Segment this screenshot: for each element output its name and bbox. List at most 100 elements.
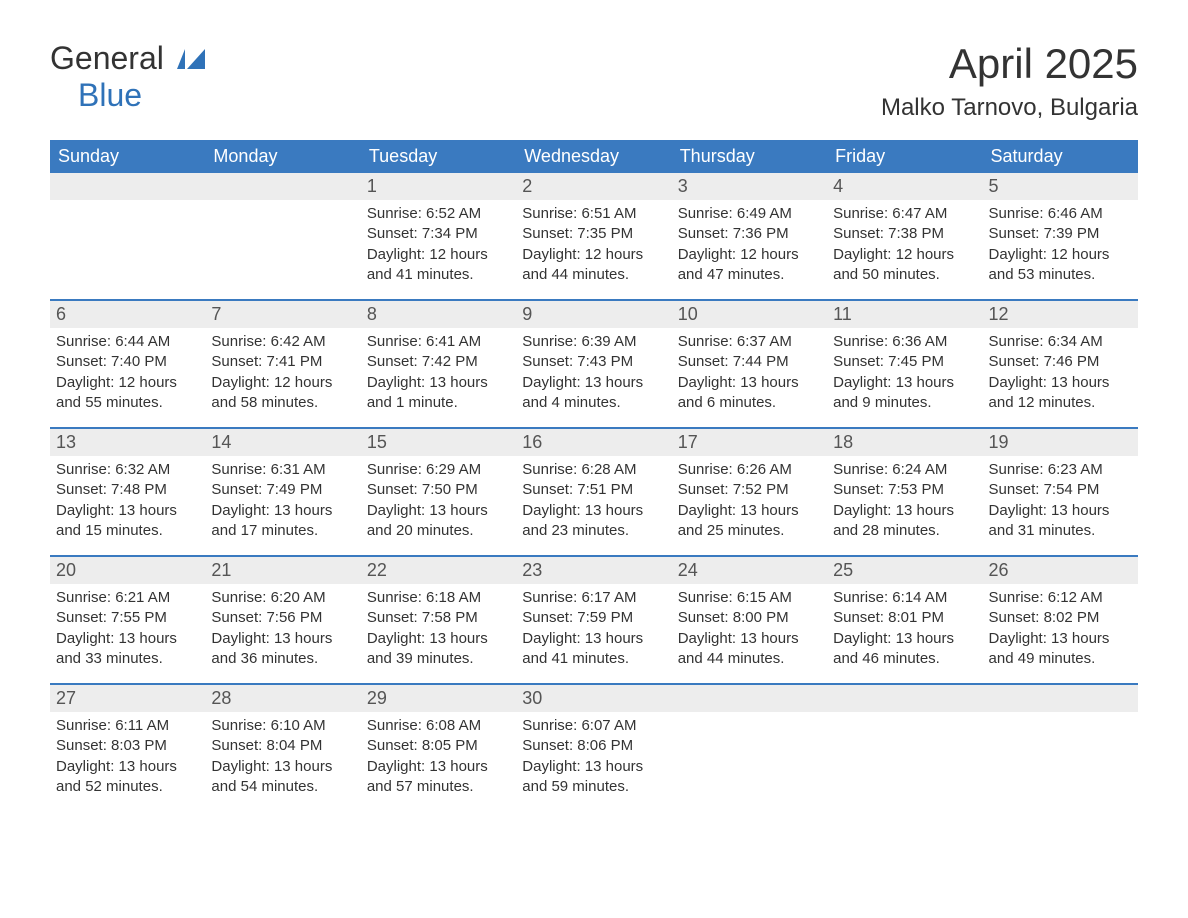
calendar-day: 9Sunrise: 6:39 AMSunset: 7:43 PMDaylight… — [516, 301, 671, 413]
calendar-day — [827, 685, 982, 797]
daylight-text: Daylight: 13 hours and 25 minutes. — [678, 501, 821, 542]
logo: General Blue — [50, 40, 207, 114]
sunset-text: Sunset: 7:52 PM — [678, 480, 821, 500]
weeks-container: 1Sunrise: 6:52 AMSunset: 7:34 PMDaylight… — [50, 173, 1138, 797]
daylight-text: Daylight: 13 hours and 9 minutes. — [833, 373, 976, 414]
day-body: Sunrise: 6:52 AMSunset: 7:34 PMDaylight:… — [361, 200, 516, 285]
sunrise-text: Sunrise: 6:44 AM — [56, 332, 199, 352]
sunset-text: Sunset: 7:55 PM — [56, 608, 199, 628]
sunset-text: Sunset: 7:42 PM — [367, 352, 510, 372]
location-label: Malko Tarnovo, Bulgaria — [881, 94, 1138, 122]
day-body: Sunrise: 6:51 AMSunset: 7:35 PMDaylight:… — [516, 200, 671, 285]
daylight-text: Daylight: 13 hours and 41 minutes. — [522, 629, 665, 670]
calendar-day: 30Sunrise: 6:07 AMSunset: 8:06 PMDayligh… — [516, 685, 671, 797]
daylight-text: Daylight: 13 hours and 12 minutes. — [989, 373, 1132, 414]
day-number: 13 — [50, 429, 205, 456]
day-body — [983, 712, 1138, 716]
day-body: Sunrise: 6:46 AMSunset: 7:39 PMDaylight:… — [983, 200, 1138, 285]
calendar-day: 26Sunrise: 6:12 AMSunset: 8:02 PMDayligh… — [983, 557, 1138, 669]
day-body: Sunrise: 6:26 AMSunset: 7:52 PMDaylight:… — [672, 456, 827, 541]
sunrise-text: Sunrise: 6:32 AM — [56, 460, 199, 480]
day-body: Sunrise: 6:24 AMSunset: 7:53 PMDaylight:… — [827, 456, 982, 541]
sunset-text: Sunset: 7:45 PM — [833, 352, 976, 372]
calendar-week: 6Sunrise: 6:44 AMSunset: 7:40 PMDaylight… — [50, 299, 1138, 413]
calendar-day: 10Sunrise: 6:37 AMSunset: 7:44 PMDayligh… — [672, 301, 827, 413]
calendar-day: 24Sunrise: 6:15 AMSunset: 8:00 PMDayligh… — [672, 557, 827, 669]
sunset-text: Sunset: 7:39 PM — [989, 224, 1132, 244]
sunset-text: Sunset: 8:05 PM — [367, 736, 510, 756]
calendar-day: 2Sunrise: 6:51 AMSunset: 7:35 PMDaylight… — [516, 173, 671, 285]
sunset-text: Sunset: 7:44 PM — [678, 352, 821, 372]
sunset-text: Sunset: 8:01 PM — [833, 608, 976, 628]
daylight-text: Daylight: 13 hours and 54 minutes. — [211, 757, 354, 798]
sunrise-text: Sunrise: 6:51 AM — [522, 204, 665, 224]
calendar-day: 6Sunrise: 6:44 AMSunset: 7:40 PMDaylight… — [50, 301, 205, 413]
calendar-day: 1Sunrise: 6:52 AMSunset: 7:34 PMDaylight… — [361, 173, 516, 285]
daylight-text: Daylight: 13 hours and 20 minutes. — [367, 501, 510, 542]
calendar-day: 5Sunrise: 6:46 AMSunset: 7:39 PMDaylight… — [983, 173, 1138, 285]
calendar-day — [983, 685, 1138, 797]
sunrise-text: Sunrise: 6:29 AM — [367, 460, 510, 480]
day-body: Sunrise: 6:12 AMSunset: 8:02 PMDaylight:… — [983, 584, 1138, 669]
daylight-text: Daylight: 12 hours and 47 minutes. — [678, 245, 821, 286]
sunset-text: Sunset: 7:51 PM — [522, 480, 665, 500]
day-number: 29 — [361, 685, 516, 712]
day-body: Sunrise: 6:21 AMSunset: 7:55 PMDaylight:… — [50, 584, 205, 669]
sunrise-text: Sunrise: 6:39 AM — [522, 332, 665, 352]
sunset-text: Sunset: 7:58 PM — [367, 608, 510, 628]
sunset-text: Sunset: 7:38 PM — [833, 224, 976, 244]
day-body: Sunrise: 6:18 AMSunset: 7:58 PMDaylight:… — [361, 584, 516, 669]
day-header: Monday — [205, 140, 360, 173]
day-body: Sunrise: 6:23 AMSunset: 7:54 PMDaylight:… — [983, 456, 1138, 541]
daylight-text: Daylight: 13 hours and 44 minutes. — [678, 629, 821, 670]
sunrise-text: Sunrise: 6:46 AM — [989, 204, 1132, 224]
day-number — [827, 685, 982, 712]
day-body: Sunrise: 6:20 AMSunset: 7:56 PMDaylight:… — [205, 584, 360, 669]
calendar: Sunday Monday Tuesday Wednesday Thursday… — [50, 140, 1138, 797]
daylight-text: Daylight: 12 hours and 44 minutes. — [522, 245, 665, 286]
sunrise-text: Sunrise: 6:11 AM — [56, 716, 199, 736]
sunset-text: Sunset: 7:53 PM — [833, 480, 976, 500]
sunrise-text: Sunrise: 6:20 AM — [211, 588, 354, 608]
daylight-text: Daylight: 12 hours and 55 minutes. — [56, 373, 199, 414]
day-number: 20 — [50, 557, 205, 584]
daylight-text: Daylight: 13 hours and 6 minutes. — [678, 373, 821, 414]
sunrise-text: Sunrise: 6:07 AM — [522, 716, 665, 736]
daylight-text: Daylight: 12 hours and 41 minutes. — [367, 245, 510, 286]
day-header: Thursday — [672, 140, 827, 173]
sunset-text: Sunset: 7:54 PM — [989, 480, 1132, 500]
day-body: Sunrise: 6:11 AMSunset: 8:03 PMDaylight:… — [50, 712, 205, 797]
day-number: 12 — [983, 301, 1138, 328]
day-number: 3 — [672, 173, 827, 200]
sunrise-text: Sunrise: 6:26 AM — [678, 460, 821, 480]
daylight-text: Daylight: 12 hours and 53 minutes. — [989, 245, 1132, 286]
calendar-day: 4Sunrise: 6:47 AMSunset: 7:38 PMDaylight… — [827, 173, 982, 285]
day-number: 24 — [672, 557, 827, 584]
day-body: Sunrise: 6:15 AMSunset: 8:00 PMDaylight:… — [672, 584, 827, 669]
sunrise-text: Sunrise: 6:49 AM — [678, 204, 821, 224]
day-number — [205, 173, 360, 200]
day-body — [827, 712, 982, 716]
sunrise-text: Sunrise: 6:12 AM — [989, 588, 1132, 608]
daylight-text: Daylight: 13 hours and 46 minutes. — [833, 629, 976, 670]
day-header: Friday — [827, 140, 982, 173]
day-number: 25 — [827, 557, 982, 584]
day-body: Sunrise: 6:42 AMSunset: 7:41 PMDaylight:… — [205, 328, 360, 413]
daylight-text: Daylight: 13 hours and 57 minutes. — [367, 757, 510, 798]
calendar-week: 27Sunrise: 6:11 AMSunset: 8:03 PMDayligh… — [50, 683, 1138, 797]
daylight-text: Daylight: 13 hours and 36 minutes. — [211, 629, 354, 670]
calendar-day: 21Sunrise: 6:20 AMSunset: 7:56 PMDayligh… — [205, 557, 360, 669]
daylight-text: Daylight: 13 hours and 4 minutes. — [522, 373, 665, 414]
day-number: 6 — [50, 301, 205, 328]
day-number: 16 — [516, 429, 671, 456]
sunset-text: Sunset: 7:43 PM — [522, 352, 665, 372]
day-number — [672, 685, 827, 712]
day-number: 14 — [205, 429, 360, 456]
day-number: 10 — [672, 301, 827, 328]
calendar-day: 7Sunrise: 6:42 AMSunset: 7:41 PMDaylight… — [205, 301, 360, 413]
daylight-text: Daylight: 13 hours and 28 minutes. — [833, 501, 976, 542]
sunset-text: Sunset: 7:59 PM — [522, 608, 665, 628]
calendar-day: 27Sunrise: 6:11 AMSunset: 8:03 PMDayligh… — [50, 685, 205, 797]
sunrise-text: Sunrise: 6:41 AM — [367, 332, 510, 352]
sunset-text: Sunset: 7:41 PM — [211, 352, 354, 372]
